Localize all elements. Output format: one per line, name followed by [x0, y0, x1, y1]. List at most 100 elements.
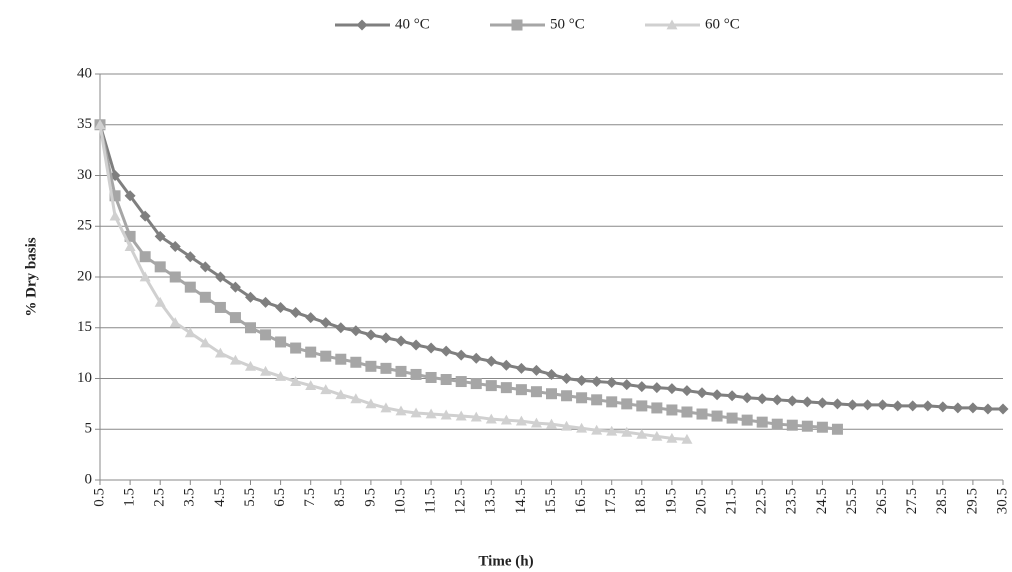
marker	[335, 322, 347, 334]
x-tick-label: 7.5	[302, 488, 318, 507]
marker	[561, 373, 573, 384]
marker	[771, 418, 783, 430]
marker	[169, 241, 181, 253]
marker	[515, 415, 527, 426]
y-tick-label: 0	[85, 471, 93, 487]
marker	[651, 430, 663, 441]
marker	[425, 408, 437, 419]
marker	[305, 380, 317, 391]
marker	[621, 426, 633, 437]
marker	[425, 371, 437, 383]
marker	[546, 388, 557, 400]
marker	[440, 345, 452, 357]
marker	[711, 389, 723, 401]
x-tick-label: 12.5	[453, 488, 469, 514]
marker	[847, 399, 858, 411]
marker	[139, 210, 151, 222]
marker	[666, 19, 678, 30]
marker	[470, 352, 482, 364]
x-tick-label: 8.5	[332, 488, 348, 507]
marker	[500, 382, 512, 394]
x-tick-label: 24.5	[814, 488, 830, 514]
marker	[877, 399, 889, 411]
marker	[530, 417, 542, 428]
marker	[591, 394, 603, 406]
marker	[275, 301, 287, 313]
marker	[681, 385, 693, 397]
marker	[229, 281, 241, 293]
x-tick-label: 30.5	[994, 488, 1010, 514]
x-axis-title: Time (h)	[478, 553, 533, 569]
marker	[290, 342, 302, 354]
marker	[756, 416, 768, 428]
marker	[350, 393, 362, 404]
marker	[365, 360, 377, 372]
x-tick-label: 15.5	[543, 488, 559, 514]
marker	[455, 376, 467, 388]
marker	[154, 261, 166, 273]
marker	[169, 317, 181, 328]
marker	[154, 296, 166, 307]
x-tick-label: 25.5	[844, 488, 860, 514]
x-tick-label: 9.5	[362, 488, 378, 507]
marker	[636, 381, 648, 393]
marker	[260, 329, 272, 341]
x-tick-label: 4.5	[212, 488, 228, 507]
marker	[831, 423, 843, 435]
x-tick-label: 29.5	[964, 488, 980, 514]
marker	[892, 400, 904, 412]
marker	[726, 412, 738, 424]
marker	[320, 384, 332, 395]
marker	[681, 433, 693, 444]
x-tick-label: 16.5	[573, 488, 589, 514]
marker	[726, 390, 738, 402]
marker	[290, 376, 302, 386]
marker	[395, 365, 407, 377]
marker	[356, 19, 368, 31]
marker	[410, 368, 422, 380]
marker	[511, 19, 523, 31]
marker	[801, 396, 813, 408]
x-tick-label: 6.5	[272, 488, 288, 507]
x-tick-label: 3.5	[182, 488, 198, 507]
marker	[621, 379, 633, 391]
marker	[229, 354, 241, 365]
marker	[320, 350, 332, 362]
marker	[184, 327, 196, 338]
marker	[485, 413, 497, 424]
x-tick-label: 26.5	[874, 488, 890, 514]
marker	[485, 355, 497, 367]
x-tick-label: 19.5	[663, 488, 679, 514]
marker	[546, 418, 557, 429]
marker	[666, 432, 678, 443]
x-tick-label: 23.5	[784, 488, 800, 514]
marker	[982, 403, 994, 415]
x-tick-label: 20.5	[693, 488, 709, 514]
marker	[711, 410, 723, 422]
x-tick-label: 1.5	[122, 488, 138, 507]
marker	[696, 387, 708, 399]
marker	[591, 376, 603, 388]
marker	[681, 406, 693, 418]
marker	[124, 230, 136, 242]
y-axis-title: % Dry basis	[23, 237, 39, 316]
y-tick-label: 10	[77, 370, 92, 386]
y-tick-label: 20	[77, 268, 92, 284]
marker	[515, 362, 527, 374]
marker	[831, 398, 843, 410]
y-tick-label: 35	[77, 116, 92, 132]
marker	[771, 394, 783, 406]
marker	[500, 359, 512, 371]
x-tick-label: 27.5	[904, 488, 920, 514]
marker	[967, 402, 979, 414]
marker	[199, 261, 211, 273]
marker	[606, 377, 618, 389]
marker	[907, 400, 919, 412]
marker	[395, 405, 407, 416]
marker	[741, 392, 753, 404]
marker	[922, 400, 934, 412]
x-tick-label: 28.5	[934, 488, 950, 514]
x-tick-label: 13.5	[483, 488, 499, 514]
marker	[199, 291, 211, 303]
marker	[952, 402, 964, 414]
